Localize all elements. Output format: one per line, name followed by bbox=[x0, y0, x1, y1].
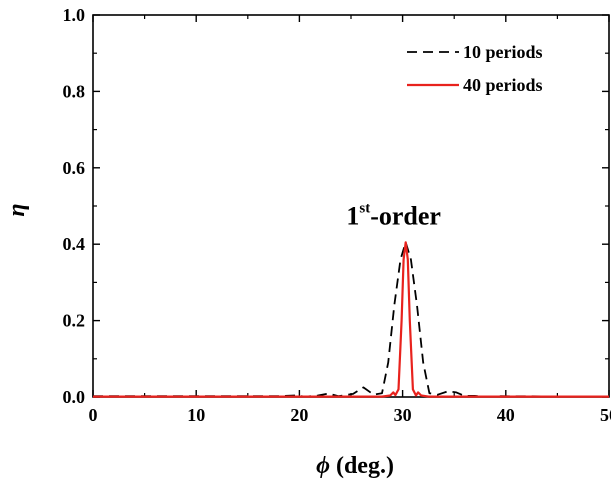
x-tick-label: 0 bbox=[89, 405, 98, 425]
y-axis-ticks: 0.0 0.2 0.4 0.6 0.8 1.0 bbox=[63, 5, 609, 407]
y-tick-label: 0.6 bbox=[63, 158, 86, 178]
y-tick-label: 0.2 bbox=[63, 311, 86, 331]
legend: 10 periods 40 periods bbox=[407, 42, 543, 95]
y-tick-label: 0.8 bbox=[63, 81, 86, 101]
x-axis-label: ϕ (deg.) bbox=[316, 453, 394, 479]
legend-label-2: 40 periods bbox=[463, 75, 543, 95]
series-line-2 bbox=[93, 241, 609, 398]
x-tick-label: 10 bbox=[187, 405, 205, 425]
x-tick-label: 20 bbox=[290, 405, 308, 425]
x-tick-label: 50 bbox=[600, 405, 611, 425]
annotation-first-order: 1st-order bbox=[346, 201, 441, 231]
series-layer bbox=[93, 241, 610, 398]
x-tick-label: 30 bbox=[394, 405, 412, 425]
y-tick-label: 0.0 bbox=[63, 387, 86, 407]
series-line-1 bbox=[93, 241, 610, 398]
y-axis-label: η bbox=[4, 203, 30, 216]
y-tick-label: 0.4 bbox=[63, 234, 86, 254]
x-tick-label: 40 bbox=[497, 405, 515, 425]
y-tick-label: 1.0 bbox=[63, 5, 86, 25]
legend-label-1: 10 periods bbox=[463, 42, 543, 62]
